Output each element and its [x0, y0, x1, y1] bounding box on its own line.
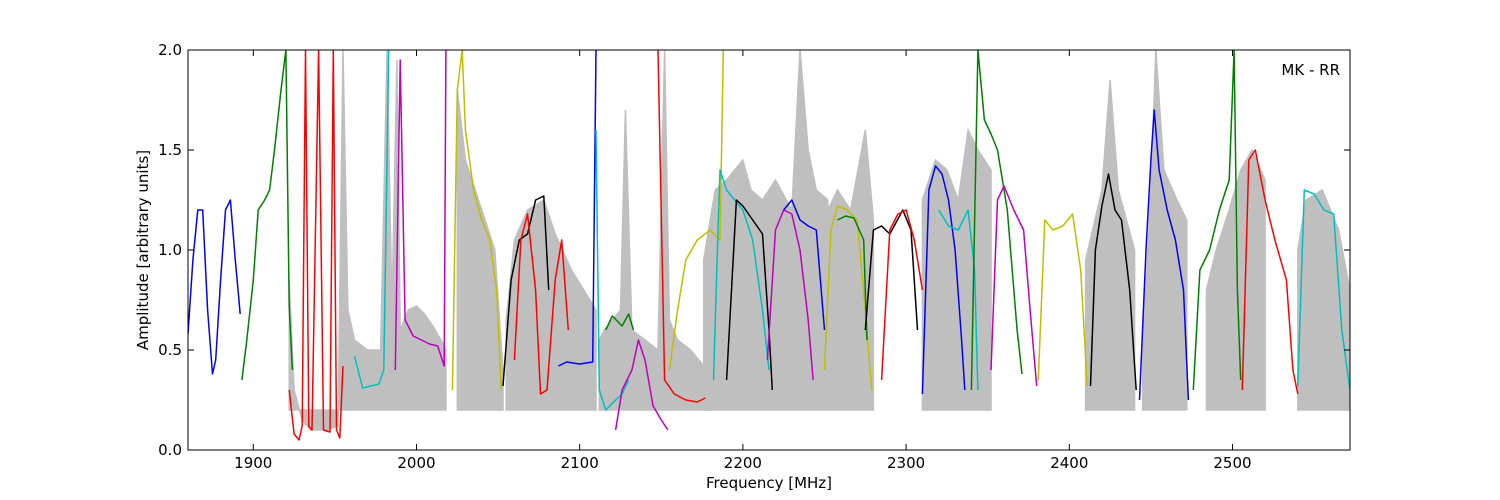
y-tick-label: 2.0	[158, 41, 182, 59]
series-layer	[188, 50, 1350, 441]
series-line-13	[668, 50, 725, 371]
series-line-21	[880, 209, 924, 381]
series-line-15	[725, 199, 774, 391]
series-line-27	[1089, 173, 1137, 391]
series-line-17	[783, 199, 826, 331]
x-tick-label: 2300	[887, 454, 925, 472]
x-tick-label: 2200	[724, 454, 762, 472]
series-line-6	[502, 195, 550, 387]
series-line-22	[921, 165, 966, 395]
series-line-14	[712, 169, 770, 381]
series-line-10	[605, 313, 635, 331]
series-line-4	[394, 50, 447, 371]
x-tick-label: 2400	[1050, 454, 1088, 472]
y-tick-label: 1.0	[158, 241, 182, 259]
series-line-9	[595, 129, 630, 411]
tick-layer: 1900 2000 2100 2200 2300 2400 2500 0.0 0.5 1.0 1.5…	[158, 41, 1350, 472]
envelope-segment-5	[827, 129, 875, 411]
series-line-19	[837, 215, 868, 341]
envelope-segment-8	[1141, 50, 1188, 411]
x-tick-label: 2500	[1213, 454, 1251, 472]
series-line-25	[990, 185, 1038, 387]
x-axis-label: Frequency [MHz]	[706, 474, 832, 492]
y-tick-label: 1.5	[158, 141, 182, 159]
series-line-30	[1241, 149, 1299, 395]
series-line-2	[288, 50, 344, 441]
series-line-7	[513, 213, 570, 395]
series-line-31	[1297, 189, 1350, 391]
chart-annotation: MK - RR	[1281, 61, 1340, 79]
series-line-1	[241, 50, 294, 381]
series-line-16	[766, 209, 814, 381]
y-tick-label: 0.0	[158, 441, 182, 459]
series-line-26	[1037, 213, 1088, 387]
x-tick-label: 1900	[234, 454, 272, 472]
series-line-28	[1138, 109, 1190, 401]
envelope-segment-10	[1297, 188, 1350, 411]
envelope-segment-2	[505, 198, 597, 411]
series-line-29	[1192, 50, 1242, 391]
series-line-12	[657, 50, 706, 403]
envelope-segment-9	[1205, 148, 1266, 411]
series-line-23	[938, 209, 979, 391]
series-line-3	[353, 50, 390, 389]
envelope-segment-7	[1084, 79, 1136, 411]
series-line-8	[558, 50, 597, 367]
y-axis-label: Amplitude [arbitrary units]	[134, 150, 152, 350]
series-line-24	[970, 50, 1023, 391]
envelope-segment-1	[456, 89, 504, 411]
y-tick-label: 0.5	[158, 341, 182, 359]
series-line-0	[188, 199, 241, 375]
x-tick-label: 2000	[397, 454, 435, 472]
envelope-layer	[288, 50, 1350, 431]
series-line-11	[614, 339, 669, 431]
x-tick-label: 2100	[561, 454, 599, 472]
envelope-segment-0	[288, 50, 447, 431]
series-line-5	[451, 50, 503, 391]
